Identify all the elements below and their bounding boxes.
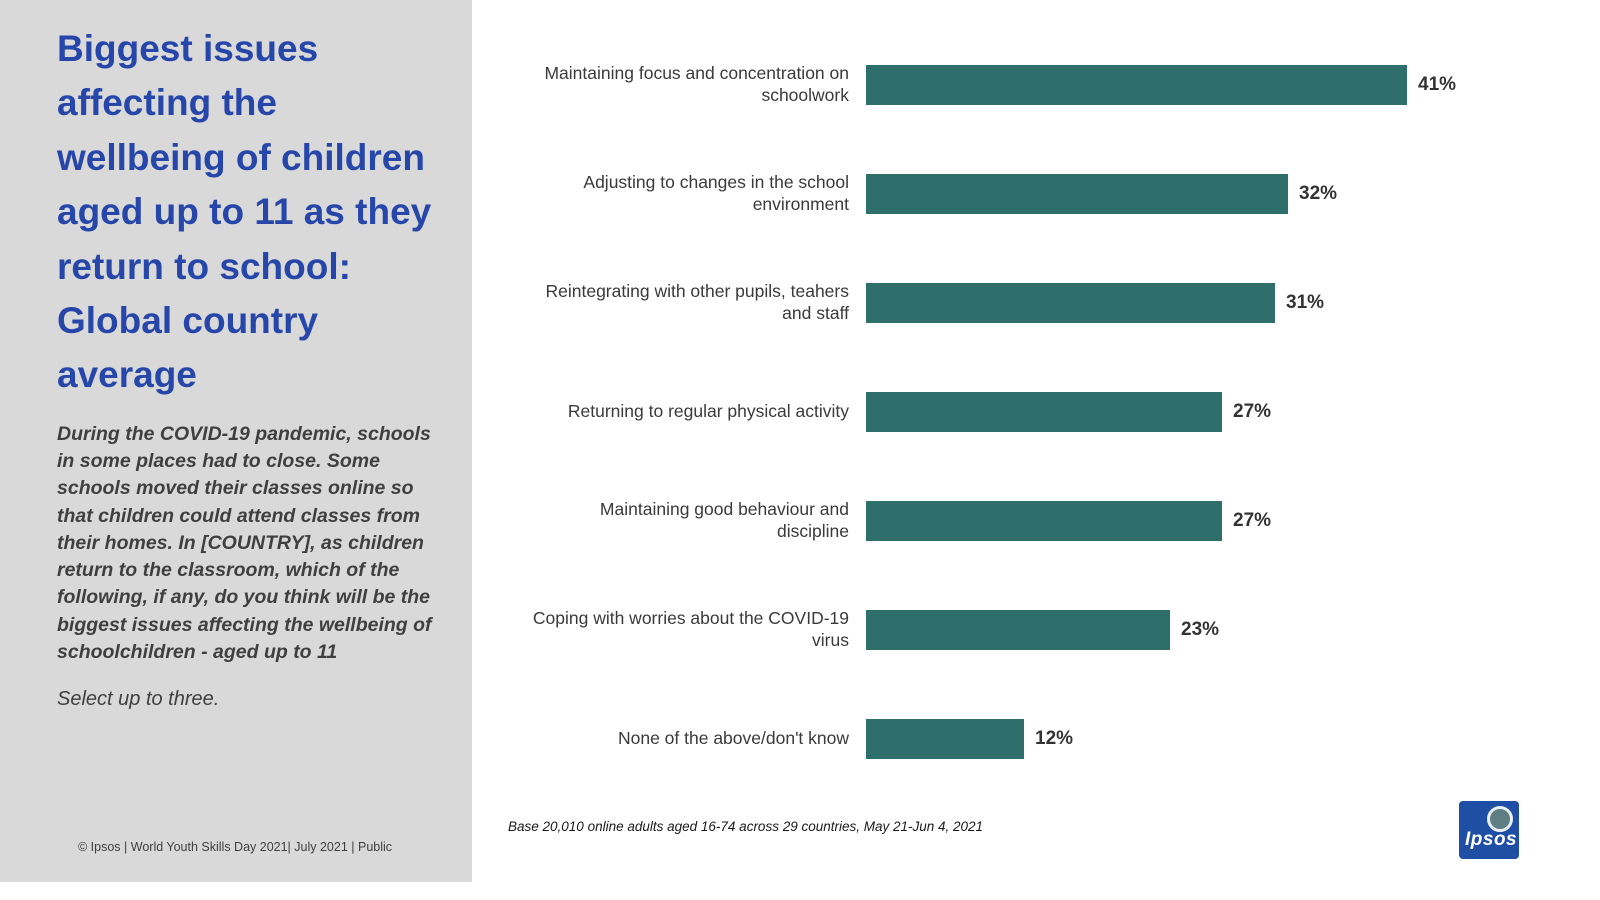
value-label: 32% bbox=[1299, 182, 1338, 204]
value-label: 23% bbox=[1181, 618, 1220, 640]
bar-area: 32% bbox=[866, 173, 1338, 214]
bar-area: 41% bbox=[866, 64, 1457, 105]
value-label: 12% bbox=[1035, 727, 1074, 749]
value-label: 27% bbox=[1233, 509, 1272, 531]
category-label: None of the above/don't know bbox=[617, 727, 849, 748]
chart-row: Adjusting to changes in the school envir… bbox=[526, 139, 1600, 248]
bar bbox=[866, 500, 1222, 541]
bar bbox=[866, 609, 1170, 650]
bar-area: 27% bbox=[866, 500, 1272, 541]
bar bbox=[866, 282, 1275, 323]
value-label: 31% bbox=[1286, 291, 1325, 313]
category-label: Coping with worries about the COVID-19 v… bbox=[532, 607, 849, 650]
copyright-footer: © Ipsos | World Youth Skills Day 2021| J… bbox=[78, 840, 393, 854]
category-label: Maintaining focus and concentration on s… bbox=[544, 62, 849, 105]
question-description: During the COVID-19 pandemic, schools in… bbox=[57, 422, 432, 663]
bar-area: 23% bbox=[866, 609, 1220, 650]
bar bbox=[866, 173, 1288, 214]
base-note: Base 20,010 online adults aged 16-74 acr… bbox=[508, 819, 984, 834]
chart-rows: Maintaining focus and concentration on s… bbox=[526, 30, 1600, 793]
value-label: 27% bbox=[1233, 400, 1272, 422]
sidebar: Biggest issues affecting the wellbeing o… bbox=[0, 0, 472, 882]
chart-row: Reintegrating with other pupils, teahers… bbox=[526, 248, 1600, 357]
value-label: 41% bbox=[1418, 73, 1457, 95]
select-note: Select up to three. bbox=[57, 688, 220, 711]
category-label: Maintaining good behaviour and disciplin… bbox=[599, 498, 849, 541]
chart-panel: Maintaining focus and concentration on s… bbox=[472, 0, 1600, 900]
category-label: Returning to regular physical activity bbox=[567, 400, 849, 421]
bar-area: 31% bbox=[866, 282, 1325, 323]
chart-row: Maintaining focus and concentration on s… bbox=[526, 30, 1600, 139]
chart-row: Returning to regular physical activity 2… bbox=[526, 357, 1600, 466]
bar bbox=[866, 391, 1222, 432]
ipsos-logo: Ipsos bbox=[1459, 801, 1519, 859]
category-label: Adjusting to changes in the school envir… bbox=[583, 171, 849, 214]
bar-area: 27% bbox=[866, 391, 1272, 432]
bar bbox=[866, 718, 1024, 759]
chart-row: None of the above/don't know 12% bbox=[526, 684, 1600, 793]
bar-area: 12% bbox=[866, 718, 1074, 759]
chart-row: Coping with worries about the COVID-19 v… bbox=[526, 575, 1600, 684]
chart-row: Maintaining good behaviour and disciplin… bbox=[526, 466, 1600, 575]
ipsos-logo-circle-icon bbox=[1487, 806, 1513, 832]
category-label: Reintegrating with other pupils, teahers… bbox=[545, 280, 849, 323]
bar bbox=[866, 64, 1407, 105]
page-title: Biggest issues affecting the wellbeing o… bbox=[57, 28, 432, 396]
ipsos-logo-text: Ipsos bbox=[1465, 829, 1518, 850]
